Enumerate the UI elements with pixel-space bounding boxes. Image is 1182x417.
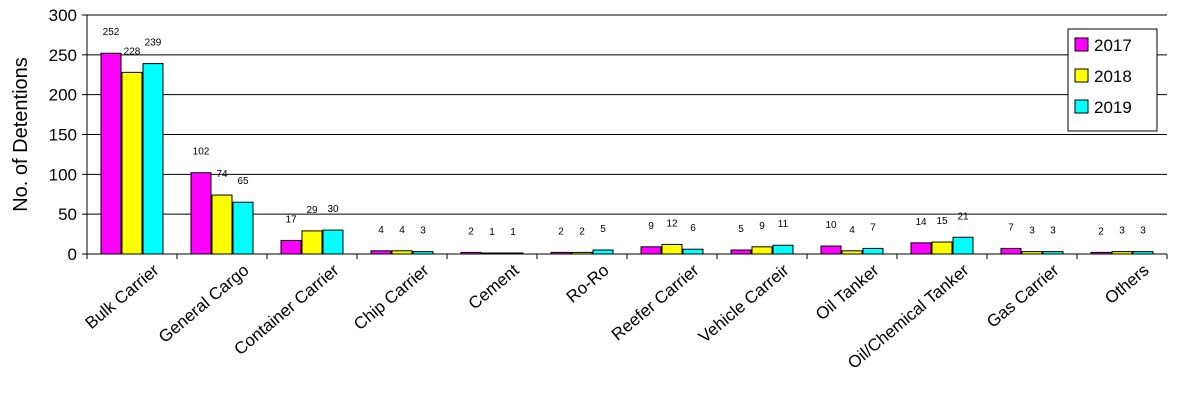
bar-2017 <box>640 246 662 255</box>
x-category-label: Others <box>1101 261 1152 308</box>
bar-2017 <box>280 239 302 255</box>
data-label-2017: 252 <box>103 27 120 38</box>
bar-2018 <box>391 250 413 255</box>
data-label-2017: 4 <box>378 225 384 236</box>
data-label-2018: 12 <box>666 218 678 229</box>
data-label-2017: 2 <box>558 226 564 237</box>
data-label-2017: 7 <box>1008 222 1014 233</box>
bar-2019 <box>142 63 164 255</box>
data-label-2017: 2 <box>468 226 474 237</box>
y-tick-label: 150 <box>49 126 77 145</box>
bar-2018 <box>301 230 323 255</box>
data-label-2018: 2 <box>579 226 585 237</box>
bar-2017 <box>550 251 572 255</box>
bar-2017 <box>820 245 842 255</box>
data-label-2018: 3 <box>1029 226 1035 237</box>
bar-2019 <box>1132 251 1154 255</box>
legend-label: 2019 <box>1094 98 1132 117</box>
data-label-2019: 7 <box>870 222 876 233</box>
bar-2018 <box>1021 251 1043 255</box>
data-label-2017: 2 <box>1098 226 1104 237</box>
data-label-2019: 65 <box>237 176 249 187</box>
data-label-2018: 4 <box>399 225 405 236</box>
data-label-2018: 29 <box>306 205 318 216</box>
bar-2019 <box>322 229 344 255</box>
x-category-label: General Cargo <box>155 261 253 347</box>
y-axis-label: No. of Detentions <box>10 57 32 212</box>
y-tick-label: 250 <box>49 46 77 65</box>
bar-2019 <box>1042 251 1064 255</box>
data-label-2019: 11 <box>778 219 789 230</box>
y-tick-label: 200 <box>49 86 77 105</box>
bar-2018 <box>211 194 233 255</box>
y-tick-label: 100 <box>49 165 77 184</box>
data-label-2019: 5 <box>600 224 606 235</box>
bar-2017 <box>460 251 482 255</box>
bar-2017 <box>370 250 392 255</box>
x-category-label: Chip Carrier <box>350 260 433 334</box>
bar-2018 <box>661 243 683 255</box>
legend-label: 2017 <box>1094 36 1132 55</box>
data-label-2017: 10 <box>825 220 837 231</box>
bar-2018 <box>841 250 863 255</box>
data-label-2017: 17 <box>285 214 297 225</box>
bar-2018 <box>1111 251 1133 255</box>
data-label-2018: 15 <box>936 216 948 227</box>
legend-swatch-2017 <box>1074 37 1089 52</box>
data-label-2019: 3 <box>420 226 426 237</box>
bar-2019 <box>772 244 794 255</box>
bar-2019 <box>682 248 704 255</box>
bar-2019 <box>952 236 974 255</box>
y-tick-label: 300 <box>49 6 77 25</box>
data-label-2019: 21 <box>957 211 969 222</box>
legend-swatch-2019 <box>1074 99 1089 114</box>
bar-2019 <box>232 201 254 255</box>
data-label-2017: 9 <box>648 221 654 232</box>
bar-2017 <box>730 249 752 255</box>
bar-2018 <box>481 252 503 255</box>
x-category-label: Oil Tanker <box>812 260 883 324</box>
data-label-2018: 74 <box>216 169 228 180</box>
x-category-label: Ro-Ro <box>563 261 613 307</box>
bar-2017 <box>1090 251 1112 255</box>
x-category-label: Reefer Carrier <box>608 260 703 344</box>
data-label-2017: 102 <box>193 147 210 158</box>
y-tick-label: 50 <box>58 205 77 224</box>
bar-2018 <box>121 71 143 255</box>
legend-label: 2018 <box>1094 67 1132 86</box>
data-label-2018: 9 <box>759 221 765 232</box>
y-tick-label: 0 <box>68 245 77 264</box>
bar-2018 <box>931 241 953 255</box>
bar-2018 <box>751 246 773 255</box>
data-label-2019: 1 <box>510 227 516 238</box>
bar-2019 <box>862 247 884 255</box>
data-label-2019: 3 <box>1140 226 1146 237</box>
bar-2018 <box>571 251 593 255</box>
bar-2019 <box>412 251 434 255</box>
bar-2017 <box>100 52 122 255</box>
data-label-2018: 1 <box>489 227 495 238</box>
data-label-2017: 5 <box>738 224 744 235</box>
data-label-2019: 30 <box>327 204 339 215</box>
x-category-label: Vehicle Carreir <box>695 260 793 346</box>
data-label-2017: 14 <box>915 217 927 228</box>
data-label-2018: 4 <box>849 225 855 236</box>
legend-swatch-2018 <box>1074 68 1089 83</box>
data-label-2019: 239 <box>145 38 162 49</box>
bar-2019 <box>502 252 524 255</box>
x-category-label: Cement <box>465 260 523 313</box>
data-label-2018: 3 <box>1119 226 1125 237</box>
bar-2017 <box>1000 247 1022 255</box>
x-category-label: Bulk Carrier <box>82 260 163 332</box>
data-label-2019: 6 <box>690 223 696 234</box>
bar-2017 <box>910 242 932 255</box>
data-label-2018: 228 <box>124 46 141 57</box>
bar-2019 <box>592 249 614 255</box>
data-label-2019: 3 <box>1050 226 1056 237</box>
x-category-label: Gas Carrier <box>983 260 1063 331</box>
bar-2017 <box>190 172 212 255</box>
